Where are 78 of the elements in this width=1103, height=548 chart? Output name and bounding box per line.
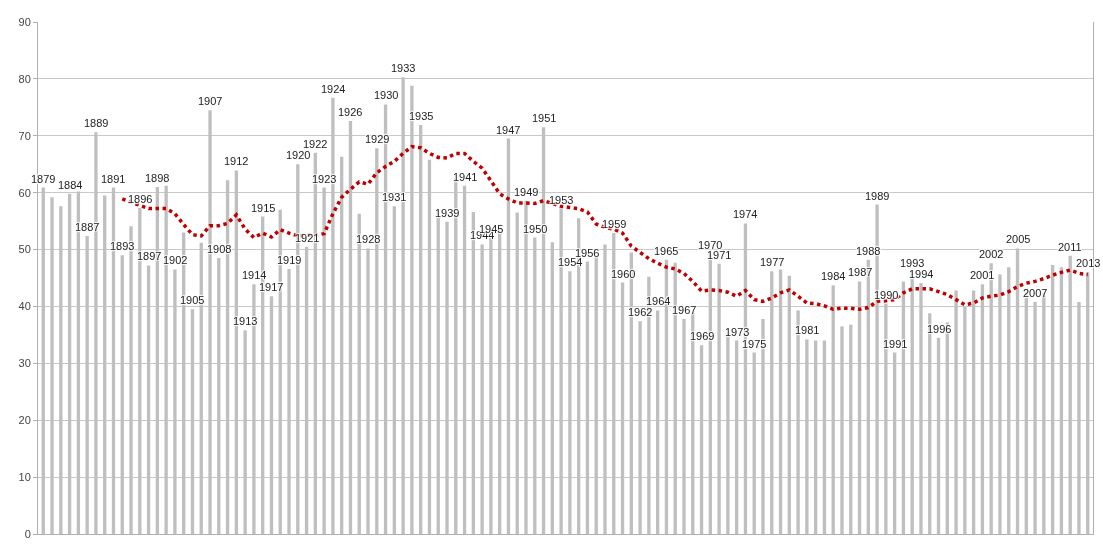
x-tick-label: 1930 <box>374 89 399 101</box>
x-tick-label: 1923 <box>312 173 337 185</box>
x-tick-label: 1915 <box>251 202 276 214</box>
x-tick-label: 1956 <box>575 247 600 259</box>
x-tick-label: 1926 <box>338 106 363 118</box>
x-tick-label: 1964 <box>646 295 671 307</box>
x-tick-label: 1975 <box>742 338 767 350</box>
x-tick-label: 1970 <box>698 239 723 251</box>
x-tick-label: 1908 <box>207 243 232 255</box>
x-tick-label: 2013 <box>1076 257 1101 269</box>
x-tick-label: 1922 <box>303 138 328 150</box>
x-tick-label: 1879 <box>31 173 56 185</box>
x-tick-label: 1988 <box>856 245 881 257</box>
x-tick-label: 1962 <box>628 306 653 318</box>
x-tick-label: 1913 <box>233 315 258 327</box>
x-tick-label: 1949 <box>514 186 539 198</box>
x-tick-label: 1897 <box>137 250 162 262</box>
x-tick-label: 1889 <box>84 117 109 129</box>
x-tick-label: 1891 <box>101 173 126 185</box>
y-tick-label: 60 <box>18 186 31 199</box>
x-tick-label: 1953 <box>549 194 574 206</box>
y-tick-label: 90 <box>18 15 31 28</box>
x-tick-label: 2007 <box>1023 287 1048 299</box>
x-tick-label: 1931 <box>382 191 407 203</box>
x-tick-label: 1884 <box>58 179 83 191</box>
x-tick-label: 1935 <box>409 110 434 122</box>
x-tick-label: 1989 <box>865 190 890 202</box>
x-tick-label: 1951 <box>532 112 557 124</box>
x-tick-label: 1959 <box>602 218 627 230</box>
y-tick-label: 40 <box>18 300 31 313</box>
x-tick-label: 1973 <box>725 326 750 338</box>
x-tick-label: 1994 <box>909 268 934 280</box>
x-tick-label: 1921 <box>295 232 320 244</box>
x-tick-label: 1898 <box>145 172 170 184</box>
y-tick-label: 10 <box>18 470 31 483</box>
x-tick-label: 1893 <box>110 240 135 252</box>
x-tick-label: 1991 <box>883 338 908 350</box>
x-tick-label: 1960 <box>611 268 636 280</box>
x-tick-label: 1905 <box>180 294 205 306</box>
x-tick-label: 1919 <box>277 254 302 266</box>
x-tick-label: 1969 <box>690 330 715 342</box>
x-tick-label: 1920 <box>286 149 311 161</box>
x-tick-label: 2011 <box>1058 241 1082 253</box>
x-tick-label: 1967 <box>672 304 697 316</box>
x-tick-label: 1996 <box>927 323 952 335</box>
x-tick-label: 1928 <box>356 233 381 245</box>
x-tick-label: 2001 <box>970 269 995 281</box>
x-tick-label: 1887 <box>75 221 100 233</box>
x-tick-label: 1924 <box>321 83 346 95</box>
y-tick-label: 0 <box>24 527 31 540</box>
x-tick-label: 1914 <box>242 269 267 281</box>
x-tick-label: 1902 <box>163 254 188 266</box>
x-tick-label: 1987 <box>848 266 873 278</box>
x-tick-label: 1990 <box>874 289 899 301</box>
x-tick-label: 1917 <box>259 281 284 293</box>
y-tick-label: 50 <box>18 243 31 256</box>
x-tick-label: 1939 <box>435 207 460 219</box>
y-tick-label: 30 <box>18 357 31 370</box>
x-tick-label: 2002 <box>979 248 1004 260</box>
y-tick-label: 20 <box>18 414 31 427</box>
x-tick-label: 1971 <box>707 249 732 261</box>
x-tick-label: 1977 <box>760 256 785 268</box>
x-tick-label: 1981 <box>795 324 820 336</box>
y-tick-label: 70 <box>18 129 31 142</box>
x-tick-label: 1907 <box>198 95 223 107</box>
x-tick-label: 1993 <box>900 257 925 269</box>
y-tick-label: 80 <box>18 72 31 85</box>
x-tick-label: 1965 <box>654 245 679 257</box>
x-tick-label: 1941 <box>453 171 478 183</box>
x-tick-label: 1974 <box>733 208 758 220</box>
x-tick-label: 2005 <box>1006 233 1031 245</box>
x-tick-label: 1896 <box>128 193 153 205</box>
x-tick-label: 1950 <box>523 223 548 235</box>
x-tick-label: 1933 <box>391 62 416 74</box>
x-tick-label: 1947 <box>496 124 521 136</box>
x-tick-label: 1984 <box>821 270 846 282</box>
x-tick-label: 1929 <box>365 133 390 145</box>
x-tick-label: 1912 <box>224 155 249 167</box>
